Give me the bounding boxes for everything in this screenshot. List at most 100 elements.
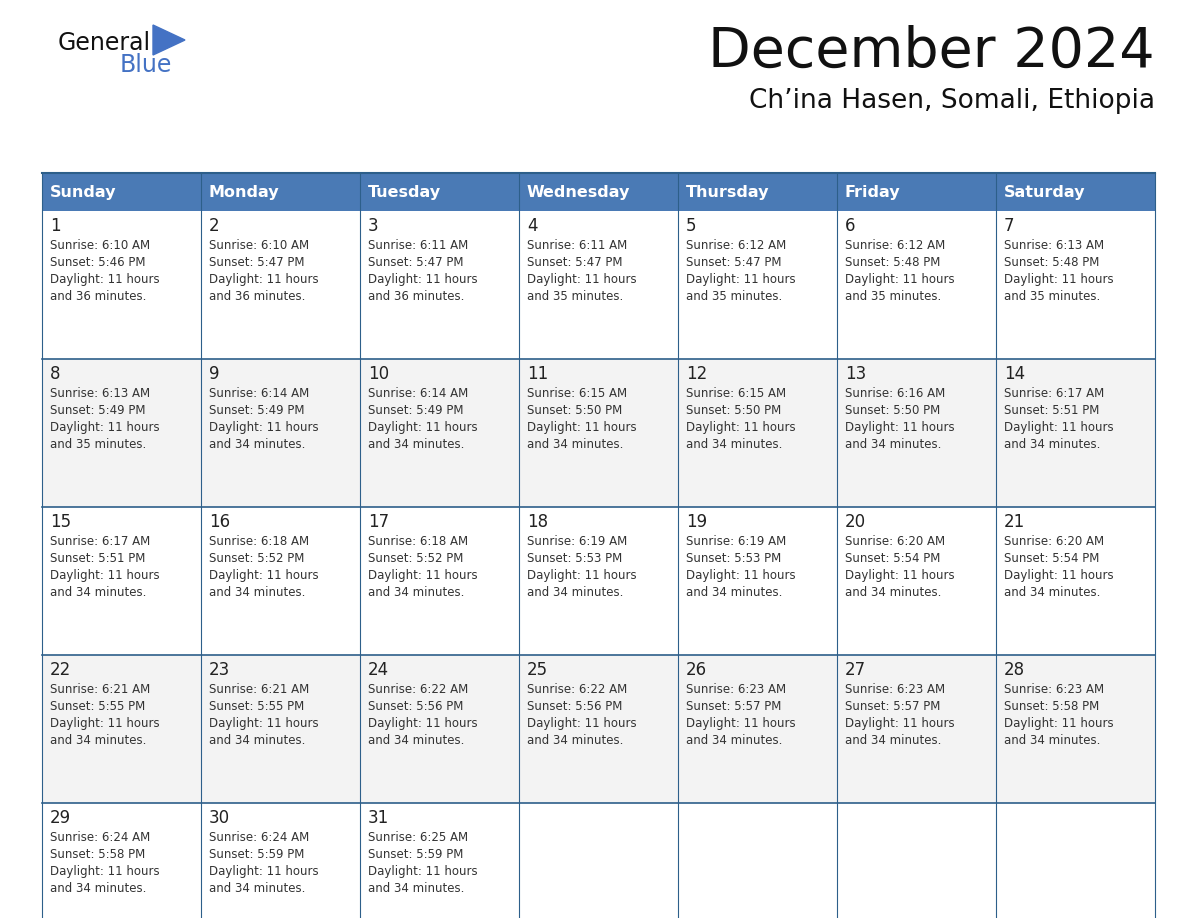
Text: Sunset: 5:56 PM: Sunset: 5:56 PM xyxy=(527,700,623,713)
Text: Saturday: Saturday xyxy=(1004,185,1086,199)
Text: Sunrise: 6:20 AM: Sunrise: 6:20 AM xyxy=(845,535,946,548)
Text: Sunrise: 6:24 AM: Sunrise: 6:24 AM xyxy=(209,831,309,844)
Text: 22: 22 xyxy=(50,661,71,679)
Text: 5: 5 xyxy=(685,217,696,235)
Text: Daylight: 11 hours: Daylight: 11 hours xyxy=(209,273,318,286)
Bar xyxy=(360,359,519,507)
Text: Sunrise: 6:21 AM: Sunrise: 6:21 AM xyxy=(50,683,150,696)
Text: Sunrise: 6:17 AM: Sunrise: 6:17 AM xyxy=(1004,387,1105,400)
Text: Friday: Friday xyxy=(845,185,901,199)
Bar xyxy=(678,211,838,359)
Text: Daylight: 11 hours: Daylight: 11 hours xyxy=(685,273,796,286)
Text: Thursday: Thursday xyxy=(685,185,770,199)
Text: and 35 minutes.: and 35 minutes. xyxy=(1004,290,1100,303)
Text: Sunrise: 6:22 AM: Sunrise: 6:22 AM xyxy=(368,683,468,696)
Text: Sunrise: 6:14 AM: Sunrise: 6:14 AM xyxy=(368,387,468,400)
Text: Daylight: 11 hours: Daylight: 11 hours xyxy=(368,421,478,434)
Text: Sunset: 5:46 PM: Sunset: 5:46 PM xyxy=(50,256,145,269)
Bar xyxy=(42,655,201,803)
Text: 29: 29 xyxy=(50,809,71,827)
Text: and 36 minutes.: and 36 minutes. xyxy=(209,290,305,303)
Bar xyxy=(838,173,996,211)
Text: Sunset: 5:53 PM: Sunset: 5:53 PM xyxy=(685,552,782,565)
Text: Sunrise: 6:10 AM: Sunrise: 6:10 AM xyxy=(50,239,150,252)
Text: 23: 23 xyxy=(209,661,230,679)
Text: Sunrise: 6:12 AM: Sunrise: 6:12 AM xyxy=(845,239,946,252)
Text: Daylight: 11 hours: Daylight: 11 hours xyxy=(1004,421,1113,434)
Text: Sunset: 5:51 PM: Sunset: 5:51 PM xyxy=(50,552,145,565)
Text: Sunrise: 6:18 AM: Sunrise: 6:18 AM xyxy=(368,535,468,548)
Text: and 34 minutes.: and 34 minutes. xyxy=(845,438,941,451)
Text: Blue: Blue xyxy=(120,53,172,77)
Text: and 34 minutes.: and 34 minutes. xyxy=(685,438,783,451)
Text: Daylight: 11 hours: Daylight: 11 hours xyxy=(527,717,637,730)
Text: and 34 minutes.: and 34 minutes. xyxy=(50,882,146,895)
Text: Sunset: 5:52 PM: Sunset: 5:52 PM xyxy=(209,552,304,565)
Text: Daylight: 11 hours: Daylight: 11 hours xyxy=(50,421,159,434)
Text: Daylight: 11 hours: Daylight: 11 hours xyxy=(845,569,955,582)
Text: Daylight: 11 hours: Daylight: 11 hours xyxy=(845,717,955,730)
Text: Sunset: 5:52 PM: Sunset: 5:52 PM xyxy=(368,552,463,565)
Text: Sunset: 5:47 PM: Sunset: 5:47 PM xyxy=(368,256,463,269)
Bar xyxy=(996,655,1155,803)
Bar xyxy=(360,211,519,359)
Text: Daylight: 11 hours: Daylight: 11 hours xyxy=(368,717,478,730)
Text: 28: 28 xyxy=(1004,661,1025,679)
Bar xyxy=(42,211,201,359)
Text: 25: 25 xyxy=(527,661,548,679)
Text: Sunrise: 6:10 AM: Sunrise: 6:10 AM xyxy=(209,239,309,252)
Text: 26: 26 xyxy=(685,661,707,679)
Text: Sunrise: 6:16 AM: Sunrise: 6:16 AM xyxy=(845,387,946,400)
Text: and 34 minutes.: and 34 minutes. xyxy=(209,882,305,895)
Text: and 34 minutes.: and 34 minutes. xyxy=(368,438,465,451)
Text: Daylight: 11 hours: Daylight: 11 hours xyxy=(527,569,637,582)
Text: 8: 8 xyxy=(50,365,61,383)
Text: 2: 2 xyxy=(209,217,220,235)
Text: and 35 minutes.: and 35 minutes. xyxy=(50,438,146,451)
Bar xyxy=(201,173,360,211)
Text: 14: 14 xyxy=(1004,365,1025,383)
Text: 10: 10 xyxy=(368,365,390,383)
Text: Sunset: 5:48 PM: Sunset: 5:48 PM xyxy=(845,256,941,269)
Bar xyxy=(42,507,201,655)
Text: and 34 minutes.: and 34 minutes. xyxy=(1004,734,1100,747)
Text: Daylight: 11 hours: Daylight: 11 hours xyxy=(368,865,478,878)
Text: Tuesday: Tuesday xyxy=(368,185,441,199)
Bar xyxy=(519,655,678,803)
Text: Sunday: Sunday xyxy=(50,185,116,199)
Bar xyxy=(360,507,519,655)
Text: Sunrise: 6:12 AM: Sunrise: 6:12 AM xyxy=(685,239,786,252)
Text: Sunset: 5:50 PM: Sunset: 5:50 PM xyxy=(685,404,782,417)
Text: 27: 27 xyxy=(845,661,866,679)
Text: December 2024: December 2024 xyxy=(708,25,1155,79)
Bar xyxy=(360,655,519,803)
Text: Sunrise: 6:11 AM: Sunrise: 6:11 AM xyxy=(368,239,468,252)
Text: Daylight: 11 hours: Daylight: 11 hours xyxy=(50,717,159,730)
Bar xyxy=(201,507,360,655)
Text: Daylight: 11 hours: Daylight: 11 hours xyxy=(685,569,796,582)
Text: Sunset: 5:51 PM: Sunset: 5:51 PM xyxy=(1004,404,1099,417)
Text: and 34 minutes.: and 34 minutes. xyxy=(209,734,305,747)
Text: and 34 minutes.: and 34 minutes. xyxy=(685,734,783,747)
Text: and 34 minutes.: and 34 minutes. xyxy=(209,586,305,599)
Text: and 34 minutes.: and 34 minutes. xyxy=(685,586,783,599)
Bar xyxy=(678,359,838,507)
Bar xyxy=(519,803,678,918)
Text: Daylight: 11 hours: Daylight: 11 hours xyxy=(209,421,318,434)
Polygon shape xyxy=(153,25,185,55)
Text: Daylight: 11 hours: Daylight: 11 hours xyxy=(685,717,796,730)
Text: Sunrise: 6:19 AM: Sunrise: 6:19 AM xyxy=(527,535,627,548)
Text: General: General xyxy=(58,31,151,55)
Bar xyxy=(838,211,996,359)
Text: 4: 4 xyxy=(527,217,537,235)
Text: Sunset: 5:54 PM: Sunset: 5:54 PM xyxy=(1004,552,1099,565)
Text: Daylight: 11 hours: Daylight: 11 hours xyxy=(209,717,318,730)
Text: and 34 minutes.: and 34 minutes. xyxy=(368,882,465,895)
Text: Sunset: 5:55 PM: Sunset: 5:55 PM xyxy=(50,700,145,713)
Text: Sunrise: 6:23 AM: Sunrise: 6:23 AM xyxy=(845,683,946,696)
Text: and 36 minutes.: and 36 minutes. xyxy=(368,290,465,303)
Text: Sunset: 5:50 PM: Sunset: 5:50 PM xyxy=(527,404,623,417)
Text: Daylight: 11 hours: Daylight: 11 hours xyxy=(1004,717,1113,730)
Text: and 34 minutes.: and 34 minutes. xyxy=(527,586,624,599)
Text: 24: 24 xyxy=(368,661,390,679)
